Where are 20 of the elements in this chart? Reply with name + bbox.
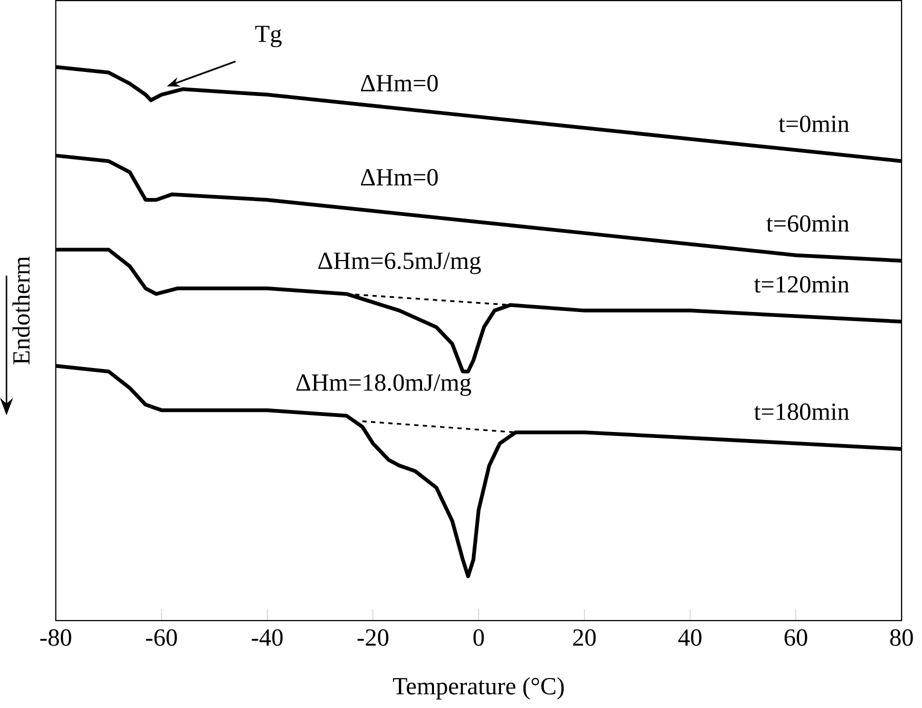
x-axis-title: Temperature (°C) [392,677,564,700]
series-label: t=0min [778,116,850,132]
x-tick-label: 40 [678,629,702,646]
annotation: ΔHm=6.5mJ/mg [318,252,481,274]
x-tick-label: 0 [473,629,484,646]
x-tick-label: 20 [573,629,596,646]
series-label: t=120min [754,276,850,293]
x-tick-label: -20 [357,629,388,646]
x-tick-label: -60 [146,629,177,646]
x-tick-label: -80 [40,629,72,646]
x-tick-label: -40 [252,629,283,646]
text: Tg [255,26,282,48]
x-tick-label: 60 [784,629,808,646]
annotation: ΔHm=0 [360,169,438,186]
annotation: ΔHm=18.0mJ/mg [296,374,472,396]
series-label: t=60min [766,215,850,232]
series-label: t=180min [754,404,850,420]
y-axis-title: Endotherm [12,256,30,365]
x-tick-label: 80 [890,629,913,646]
annotation: ΔHm=0 [360,75,438,92]
